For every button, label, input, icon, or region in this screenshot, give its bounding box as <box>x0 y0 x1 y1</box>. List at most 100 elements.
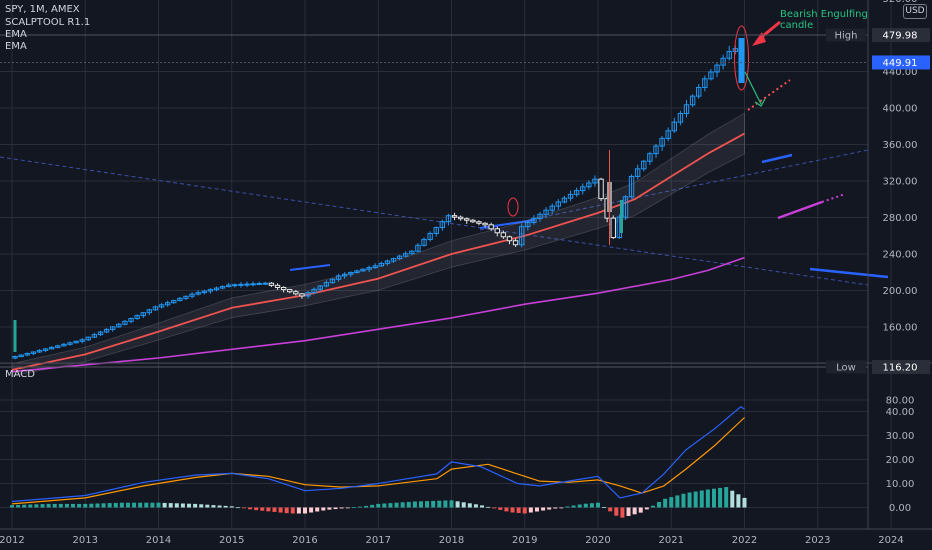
ema-projection-dotted <box>821 193 846 203</box>
macd-histogram-bar <box>510 507 515 513</box>
x-tick-label: 2013 <box>73 535 98 546</box>
candles <box>12 25 749 360</box>
macd-histogram-bar <box>559 507 564 509</box>
macd-histogram-bar <box>339 507 344 509</box>
candle-highlight-ellipse <box>507 197 519 217</box>
ema-bands <box>11 112 745 377</box>
macd-pane <box>10 406 747 518</box>
macd-histogram-bar <box>150 502 155 508</box>
candle-body <box>360 268 366 272</box>
macd-histogram-bar <box>22 504 27 508</box>
candle-body <box>598 178 604 200</box>
macd-histogram-bar <box>412 501 417 508</box>
candle-body <box>183 295 189 299</box>
candle-body <box>42 348 49 351</box>
candle-body <box>274 284 281 288</box>
macd-histogram-bar <box>650 505 655 508</box>
candle-body <box>647 153 653 162</box>
candle-body <box>726 50 732 59</box>
candle-body <box>152 306 159 311</box>
macd-histogram-bar <box>107 503 112 508</box>
macd-histogram-bar <box>345 507 350 509</box>
macd-histogram-bar <box>388 503 393 508</box>
macd-histogram-bar <box>321 507 326 511</box>
macd-histogram-bar <box>480 505 485 508</box>
macd-histogram-bar <box>394 502 399 508</box>
macd-histogram-bar <box>443 500 448 508</box>
candle-body <box>390 258 397 262</box>
candle-body <box>317 285 323 290</box>
macd-histogram-bar <box>364 505 369 508</box>
candle-body <box>592 178 598 184</box>
macd-histogram-bar <box>357 506 362 508</box>
candle-body <box>268 282 275 286</box>
macd-tick-label: 30.00 <box>886 431 915 442</box>
y-tick-label: 320.00 <box>883 177 918 188</box>
candle-body <box>696 86 702 97</box>
indicator-ema-2[interactable]: EMA <box>5 41 27 52</box>
macd-histogram-bar <box>113 502 118 508</box>
macd-histogram-bar <box>461 502 466 508</box>
candle-body <box>329 278 336 284</box>
candle-body <box>12 356 18 359</box>
candle-body <box>476 221 482 224</box>
green-arrow-shaft <box>744 71 762 105</box>
macd-histogram-bar <box>431 500 436 508</box>
macd-histogram-bar <box>644 507 649 510</box>
x-tick-label: 2012 <box>0 535 25 546</box>
candle-body <box>702 78 708 88</box>
macd-histogram-bar <box>254 507 259 511</box>
macd-histogram-bar <box>248 507 253 510</box>
macd-histogram-bar <box>602 507 607 508</box>
candle-body <box>580 186 586 192</box>
candle-body <box>177 297 183 302</box>
macd-histogram-bar <box>626 507 631 516</box>
candle-body <box>409 250 415 255</box>
price-marker-tag-label: Low <box>836 362 856 373</box>
macd-histogram-bar <box>742 497 747 508</box>
green-marker-candle <box>620 200 623 233</box>
candle-body <box>207 289 214 292</box>
macd-histogram-bar <box>638 507 643 513</box>
candle-body <box>714 64 720 73</box>
y-tick-label: 240.00 <box>883 250 918 261</box>
symbol-legend[interactable]: SPY, 1M, AMEX <box>5 4 80 15</box>
macd-histogram-bar <box>699 490 704 508</box>
candle-body <box>293 291 299 295</box>
candle-body <box>341 273 348 277</box>
y-tick-label: 400.00 <box>883 104 918 115</box>
macd-legend[interactable]: MACD <box>5 369 35 380</box>
candle-body <box>567 193 574 199</box>
macd-histogram-bar <box>528 507 533 513</box>
candle-body <box>470 219 476 223</box>
candle-body <box>518 226 525 246</box>
macd-histogram-bar <box>718 487 723 508</box>
price-marker-value: 116.20 <box>883 362 918 373</box>
macd-histogram-bar <box>657 502 662 508</box>
price-marker-tag-label: High <box>835 31 858 42</box>
candle-body <box>445 215 452 223</box>
candle-body <box>91 334 98 338</box>
candle-body <box>531 217 537 224</box>
macd-histogram-bar <box>162 502 167 508</box>
indicator-scalptool[interactable]: SCALPTOOL R1.1 <box>5 17 91 28</box>
candle-body <box>665 130 671 139</box>
indicator-ema-1[interactable]: EMA <box>5 29 27 40</box>
candle-body <box>195 292 201 295</box>
candle-body <box>85 336 92 341</box>
macd-histogram-bar <box>187 503 192 508</box>
y-tick-label: 440.00 <box>883 67 918 78</box>
macd-histogram-bar <box>199 504 204 508</box>
candle-body <box>482 222 488 226</box>
candle-body <box>671 121 678 132</box>
macd-histogram-bar <box>473 504 478 508</box>
macd-histogram-bar <box>693 491 698 508</box>
price-marker-box <box>872 28 930 43</box>
candle-body <box>244 283 250 286</box>
macd-tick-label: 20.00 <box>886 455 915 466</box>
candle-body <box>116 323 122 328</box>
macd-histogram-bar <box>95 503 100 508</box>
currency-button[interactable]: USD <box>903 4 927 19</box>
candle-body <box>128 317 134 322</box>
